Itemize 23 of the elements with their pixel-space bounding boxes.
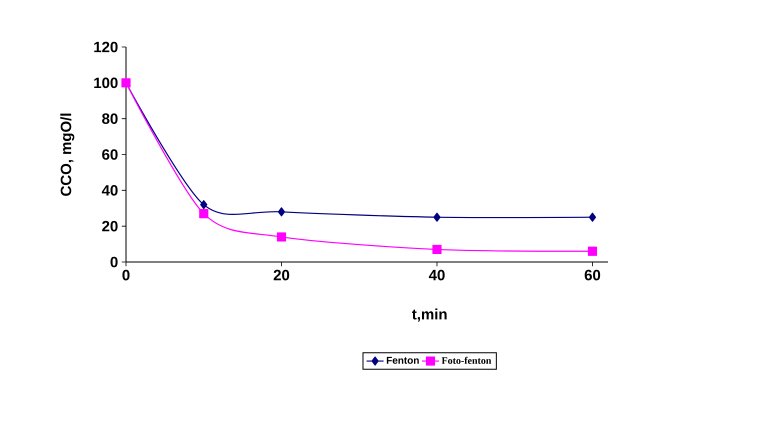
y-tick-label: 20 [102, 220, 118, 232]
point [588, 246, 598, 256]
x-axis-title: t,min [412, 308, 447, 322]
y-axis-title: CCO, mgO/l [60, 114, 74, 196]
point [276, 232, 286, 242]
x-tick-label: 20 [274, 270, 290, 280]
x-tick-label: 40 [428, 270, 445, 280]
x-tick-label: 60 [584, 270, 600, 280]
y-tick-label: 80 [102, 113, 118, 124]
point [432, 244, 442, 254]
legend-label: Foto-fenton [442, 356, 492, 364]
y-tick-label: 0 [110, 256, 118, 268]
y-tick-label: 40 [102, 185, 118, 196]
point [433, 212, 441, 222]
y-tick-label: 100 [94, 78, 118, 88]
y-tick-label: 60 [102, 149, 118, 160]
point [588, 212, 596, 222]
legend-label: Fenton [386, 356, 419, 364]
point [278, 207, 286, 216]
point [200, 200, 208, 210]
point [199, 209, 208, 218]
y-tick-label: 120 [94, 42, 118, 52]
x-tick-label: 0 [122, 270, 130, 280]
